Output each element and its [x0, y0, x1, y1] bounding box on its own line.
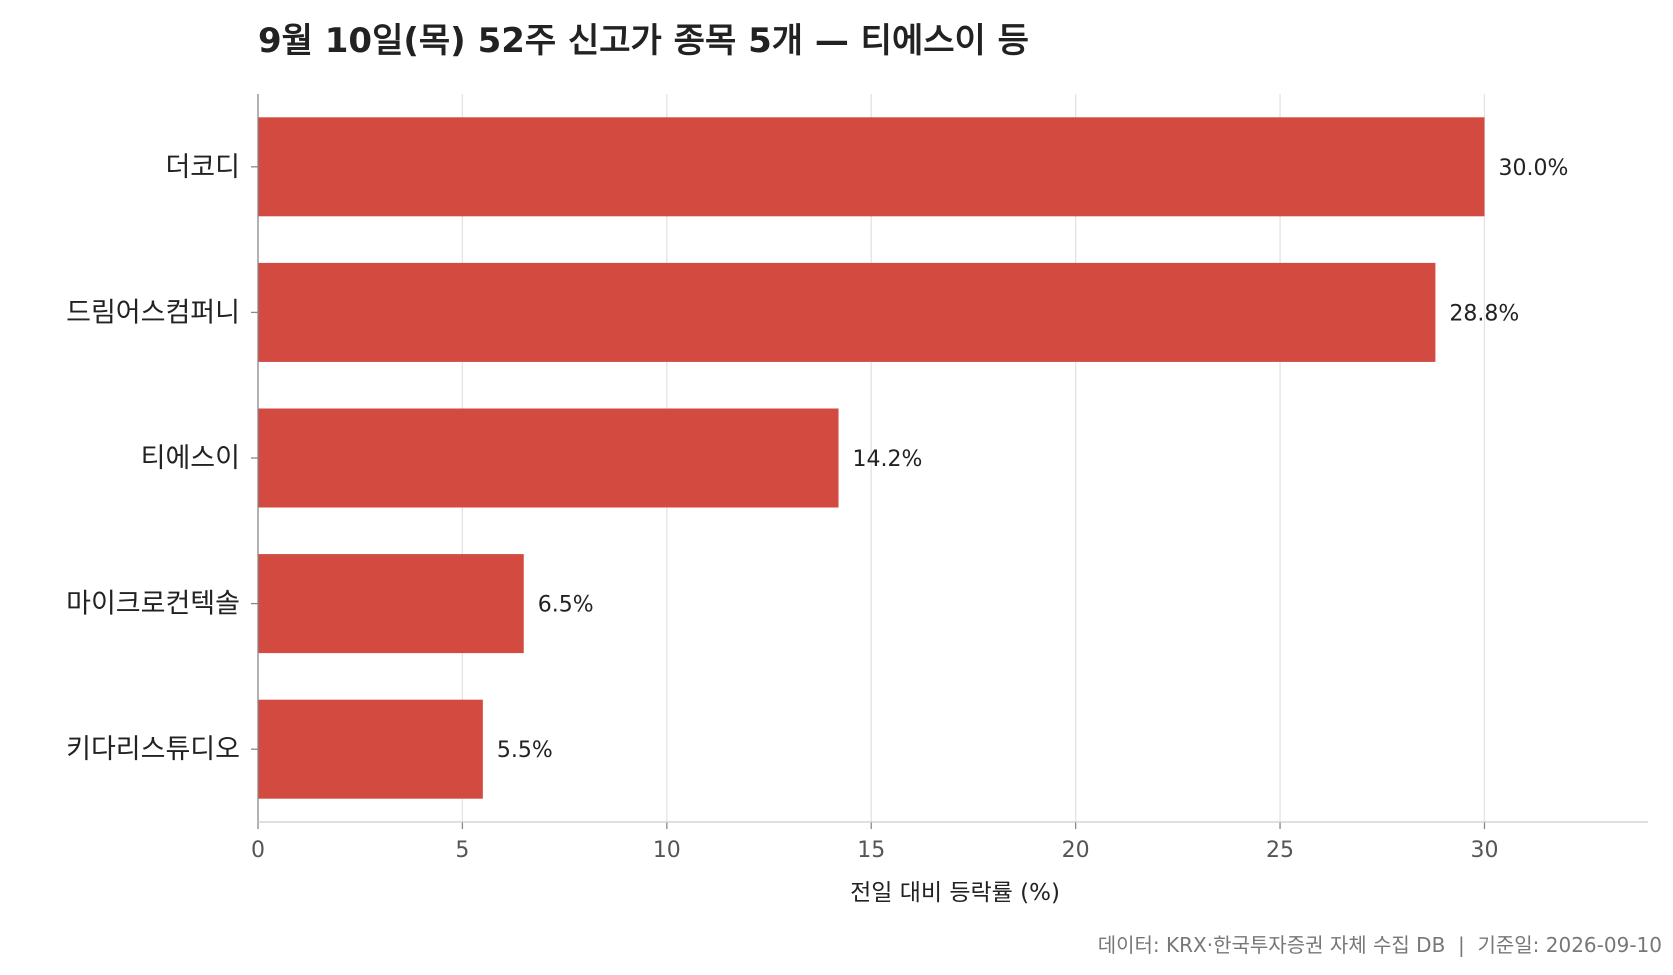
bar: [258, 554, 524, 654]
bar: [258, 408, 839, 508]
bar: [258, 262, 1436, 362]
value-label: 28.8%: [1449, 301, 1519, 326]
source-footer: 데이터: KRX·한국투자증권 자체 수집 DB | 기준일: 2026-09-…: [1098, 933, 1662, 957]
x-tick-label: 0: [251, 838, 265, 863]
bar: [258, 117, 1485, 217]
x-tick-label: 30: [1470, 838, 1498, 863]
x-tick-label: 5: [455, 838, 469, 863]
category-label: 드림어스컴퍼니: [66, 297, 240, 328]
x-tick-label: 10: [653, 838, 681, 863]
value-label: 30.0%: [1498, 156, 1568, 181]
category-label: 키다리스튜디오: [66, 734, 240, 765]
x-axis-title: 전일 대비 등락률 (%): [850, 880, 1060, 906]
category-label: 마이크로컨텍솔: [66, 589, 240, 620]
value-label: 14.2%: [853, 447, 923, 472]
bars: 30.0% 28.8% 14.2% 6.5% 5.5%: [258, 117, 1568, 799]
bar: [258, 699, 483, 799]
chart-title: 9월 10일(목) 52주 신고가 종목 5개 — 티에스이 등: [258, 21, 1029, 61]
value-label: 6.5%: [538, 593, 594, 618]
category-label: 더코디: [165, 152, 240, 183]
value-label: 5.5%: [497, 738, 553, 763]
x-tick-label: 20: [1062, 838, 1090, 863]
category-label: 티에스이: [141, 443, 240, 474]
x-tick-label: 25: [1266, 838, 1294, 863]
x-tick-label: 15: [857, 838, 885, 863]
